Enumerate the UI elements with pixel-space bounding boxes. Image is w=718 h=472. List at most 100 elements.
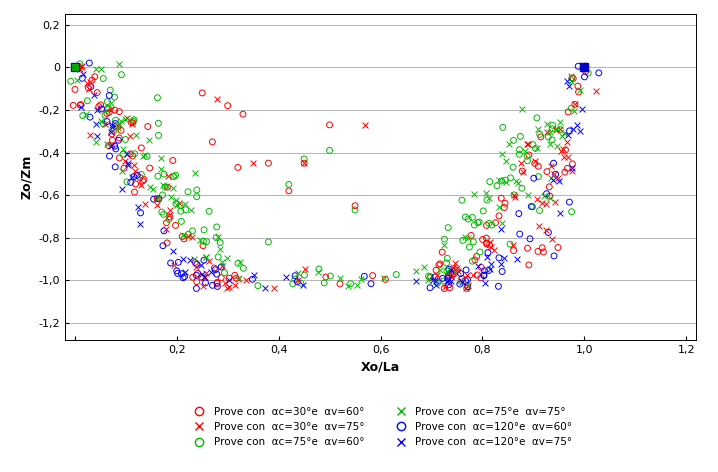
Point [563,83,574,90]
Point [118,164,130,172]
Point [522,157,533,164]
Point [103,142,114,149]
Point [126,119,137,126]
Point [496,219,508,227]
Point [144,164,155,172]
Point [529,160,541,167]
Point [170,200,182,207]
Point [324,121,335,129]
Point [197,89,208,97]
Point [177,231,189,238]
Point [153,119,164,127]
Point [223,283,235,291]
Point [533,222,544,230]
Point [462,282,474,289]
Point [151,195,163,202]
Point [569,101,581,108]
Point [493,254,505,261]
Point [432,279,443,287]
Point [199,273,210,281]
Point [155,154,167,161]
Point [555,147,567,154]
Point [128,173,139,180]
Point [212,95,223,103]
Point [161,226,172,233]
Point [445,272,457,279]
Point [113,124,124,132]
Point [546,162,557,170]
Point [189,255,200,262]
Point [95,105,107,113]
Point [234,259,246,266]
Point [238,264,249,272]
Point [548,160,559,167]
Point [289,272,301,279]
Point [248,271,260,278]
Point [442,268,453,275]
Point [129,150,140,158]
Point [464,243,475,251]
Point [105,142,116,150]
Point [125,178,136,186]
Point [200,253,212,261]
Point [292,269,304,277]
Point [211,280,223,287]
Point [165,194,177,201]
Point [216,258,228,265]
Point [504,240,516,248]
Point [462,235,473,242]
Point [481,240,493,248]
Point [456,196,467,204]
Point [468,190,480,198]
Point [210,266,221,273]
Point [129,188,140,196]
Point [567,160,578,168]
Point [541,200,552,208]
Point [508,136,519,144]
Point [567,75,579,82]
Point [121,114,133,122]
Point [497,151,508,158]
Point [480,234,492,242]
Point [177,274,189,281]
Point [197,242,209,250]
Point [478,271,490,279]
Point [248,160,259,167]
Point [523,261,535,269]
Point [538,193,550,200]
Point [559,169,571,176]
Point [191,193,202,201]
Point [194,236,205,244]
Point [572,63,584,70]
Point [156,165,167,173]
Point [127,152,139,160]
Point [157,191,168,199]
Point [113,120,125,127]
Point [215,239,226,246]
Point [516,105,528,113]
Point [452,266,463,274]
Point [521,140,533,148]
Point [477,236,488,243]
Point [83,85,94,93]
Point [113,136,124,144]
Point [550,126,561,134]
Point [292,278,303,286]
Point [75,101,87,109]
Point [180,268,191,276]
Point [101,98,113,105]
Point [99,121,111,128]
Point [233,275,244,282]
Point [143,136,154,143]
Point [545,174,556,182]
Point [220,279,231,287]
Point [345,280,356,287]
Point [515,133,526,140]
Point [221,254,233,262]
Point [567,168,578,175]
Point [191,278,202,286]
Point [151,94,163,101]
Point [174,202,186,210]
Point [136,144,147,152]
Point [91,106,103,114]
